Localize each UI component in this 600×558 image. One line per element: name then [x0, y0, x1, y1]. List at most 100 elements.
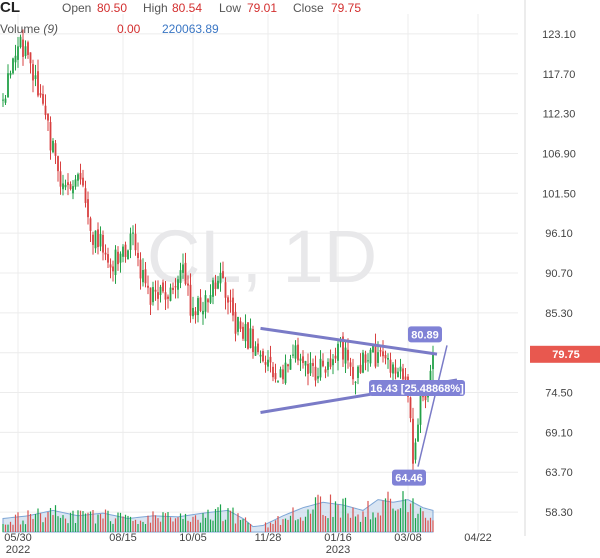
candle-body — [312, 363, 314, 366]
volume-label: Volume (9) — [0, 22, 59, 36]
candle — [154, 280, 157, 301]
candle-body — [94, 230, 97, 249]
candle — [197, 295, 199, 323]
volume-bar — [149, 522, 152, 532]
candle-body — [294, 345, 297, 359]
candle — [112, 260, 114, 282]
candle-body — [217, 280, 219, 289]
candle — [137, 242, 139, 267]
volume-bar — [142, 521, 144, 532]
candle-body — [409, 397, 412, 419]
candle-body — [357, 366, 359, 378]
candle — [114, 245, 117, 284]
volume-bar — [107, 510, 109, 532]
candle — [314, 355, 317, 387]
annotation-low-box — [392, 469, 426, 486]
volume-bar — [14, 514, 17, 532]
candle — [212, 277, 214, 305]
volume-bar — [189, 521, 192, 532]
candle — [42, 85, 44, 106]
volume-bar — [99, 513, 102, 532]
candle-body — [324, 369, 327, 373]
candle-body — [284, 362, 287, 384]
volume-bar — [317, 494, 319, 532]
candle — [139, 252, 142, 290]
candle-body — [292, 354, 294, 356]
volume-bar — [87, 512, 89, 532]
volume-bar — [322, 514, 324, 532]
volume-bar — [179, 513, 182, 532]
candle — [362, 349, 364, 374]
volume-bar — [244, 517, 247, 532]
volume-bar — [397, 509, 399, 532]
volume-bar — [304, 516, 307, 532]
close-value: 79.75 — [331, 1, 362, 15]
volume-bar — [32, 518, 34, 532]
volume-bar — [184, 513, 187, 532]
candle-body — [87, 199, 89, 218]
volume-bar — [269, 522, 272, 532]
candle — [262, 348, 264, 363]
candle-body — [247, 322, 249, 349]
volume-bar — [339, 517, 342, 532]
y-tick-label: 112.30 — [543, 109, 576, 121]
candle — [104, 244, 107, 261]
volume-bar — [349, 517, 352, 532]
candle-body — [342, 336, 344, 360]
candle-body — [167, 296, 169, 299]
volume-change: 0.00 — [117, 22, 141, 36]
candle-body — [149, 287, 152, 305]
volume-bar — [344, 497, 347, 532]
candle-body — [199, 297, 202, 311]
candle — [257, 338, 259, 355]
volume-bar — [39, 513, 42, 532]
candle — [167, 294, 169, 309]
x-tick-label: 05/30 — [4, 532, 32, 544]
candle-body — [112, 266, 114, 272]
volume-bar — [289, 515, 292, 532]
candle — [107, 247, 109, 269]
candle — [269, 345, 272, 373]
candle — [119, 251, 122, 273]
candle — [374, 333, 377, 369]
candle-body — [12, 58, 14, 74]
candle — [342, 332, 344, 367]
candle-body — [14, 55, 17, 63]
candle — [432, 345, 434, 381]
candle-body — [389, 359, 392, 373]
volume-bar — [22, 520, 24, 532]
volume-bar — [139, 520, 142, 532]
candle-body — [139, 259, 142, 279]
candle-body — [317, 376, 319, 379]
candle — [34, 64, 37, 87]
candle-body — [267, 359, 269, 367]
candle — [129, 227, 132, 259]
volume-bar — [202, 513, 204, 532]
candle — [159, 284, 162, 303]
candle-body — [29, 52, 32, 64]
candle-body — [204, 295, 207, 312]
y-tick-label: 63.70 — [545, 467, 573, 479]
candle — [87, 191, 89, 225]
candle-body — [34, 75, 37, 80]
volume-bar — [229, 510, 232, 532]
drawings: 80.89 16.43 [25.48868%] 64.46 — [260, 326, 465, 486]
candle — [59, 161, 62, 195]
volume-bar — [409, 503, 412, 532]
candle-body — [337, 343, 339, 361]
candle-body — [214, 282, 217, 289]
candle-body — [242, 326, 244, 339]
candle-body — [164, 292, 167, 300]
candle-body — [19, 36, 22, 48]
candle-body — [307, 363, 309, 374]
volume-bar — [84, 513, 87, 532]
candle-body — [102, 234, 104, 253]
volume-bar — [389, 498, 392, 532]
volume-bar — [127, 515, 129, 532]
volume-bar — [394, 510, 397, 532]
candle-body — [157, 292, 159, 299]
candle — [419, 391, 422, 434]
candle — [312, 358, 314, 377]
